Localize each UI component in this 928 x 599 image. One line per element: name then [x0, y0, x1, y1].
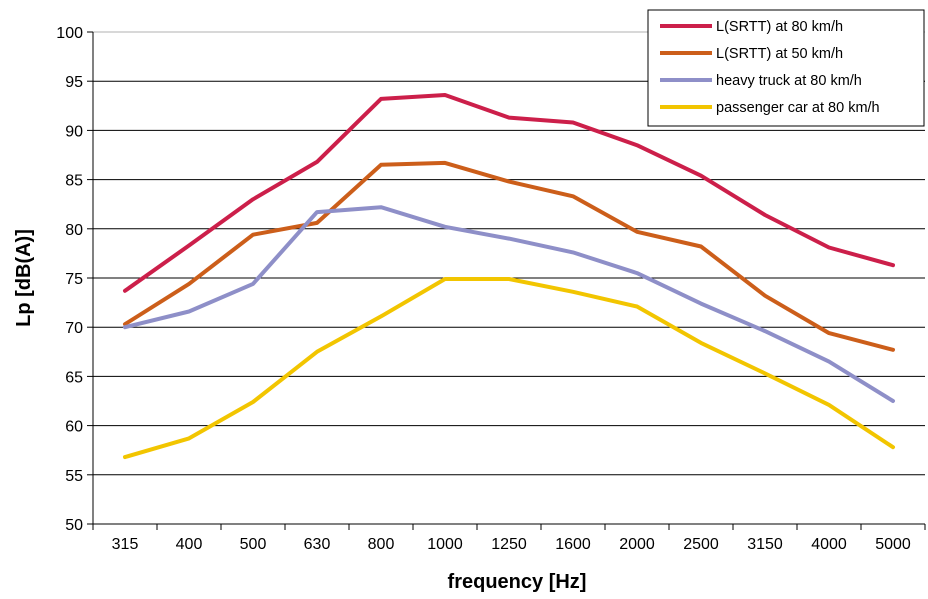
- series-line-1: [123, 93, 895, 293]
- y-tick-labels: 50 55 60 65 70 75 80 85 90 95 100: [56, 25, 83, 534]
- legend-label-1: L(SRTT) at 80 km/h: [716, 19, 843, 35]
- y-tick-label: 80: [65, 222, 83, 239]
- x-tick-label: 2000: [619, 536, 655, 553]
- x-axis-title: frequency [Hz]: [448, 571, 587, 593]
- x-tick-label: 400: [176, 536, 203, 553]
- y-tick-label: 75: [65, 271, 83, 288]
- x-tick-labels: 315 400 500 630 800 1000 1250 1600 2000 2500 3150 4…: [112, 536, 911, 553]
- y-axis-title: Lp [dB(A)]: [13, 229, 35, 327]
- y-tick-label: 95: [65, 74, 83, 91]
- y-tick-label: 85: [65, 173, 83, 190]
- legend-label-3: heavy truck at 80 km/h: [716, 73, 862, 89]
- y-tick-label: 50: [65, 517, 83, 534]
- x-tick-label: 630: [304, 536, 331, 553]
- x-tick-label: 4000: [811, 536, 847, 553]
- series-line-3: [123, 205, 895, 403]
- x-tick-label: 3150: [747, 536, 783, 553]
- y-tick-label: 70: [65, 320, 83, 337]
- x-tick-label: 500: [240, 536, 267, 553]
- x-tick-label: 1000: [427, 536, 463, 553]
- series-line-2: [123, 160, 895, 352]
- legend: L(SRTT) at 80 km/h L(SRTT) at 50 km/h heav…: [647, 9, 925, 127]
- x-tick-label: 800: [368, 536, 395, 553]
- x-tick-label: 1600: [555, 536, 591, 553]
- y-tick-label: 90: [65, 123, 83, 140]
- y-tick-label: 100: [56, 25, 83, 42]
- x-tick-label: 2500: [683, 536, 719, 553]
- legend-label-2: L(SRTT) at 50 km/h: [716, 46, 843, 62]
- series-lines: [123, 93, 895, 460]
- y-tick-label: 60: [65, 419, 83, 436]
- y-tick-label: 65: [65, 369, 83, 386]
- axes: [87, 31, 926, 530]
- x-tick-label: 315: [112, 536, 139, 553]
- x-tick-label: 5000: [875, 536, 911, 553]
- y-tick-label: 55: [65, 468, 83, 485]
- series-line-4: [123, 277, 895, 460]
- x-tick-label: 1250: [491, 536, 527, 553]
- legend-label-4: passenger car at 80 km/h: [716, 100, 880, 116]
